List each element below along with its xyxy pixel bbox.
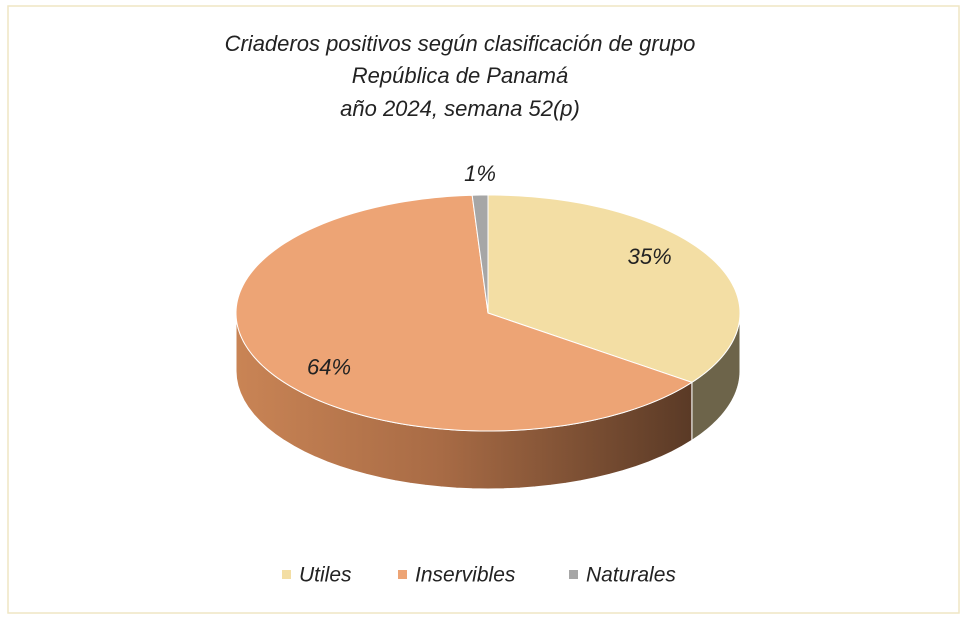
- pie-slice: [235, 194, 694, 432]
- legend-swatch: [398, 570, 407, 579]
- legend-label: Utiles: [299, 564, 352, 587]
- legend-label: Inservibles: [415, 564, 516, 587]
- pie-slice: [487, 194, 741, 383]
- legend-label: Naturales: [586, 564, 676, 587]
- chart-title: Criaderos positivos según clasificación …: [225, 31, 696, 56]
- legend-swatch: [282, 570, 291, 579]
- chart-title: República de Panamá: [352, 63, 568, 88]
- pie-slice: [471, 194, 489, 314]
- chart-title: año 2024, semana 52(p): [340, 96, 580, 121]
- data-label: 35%: [628, 244, 672, 269]
- data-label: 64%: [307, 354, 351, 379]
- data-label: 1%: [464, 161, 496, 186]
- legend-swatch: [569, 570, 578, 579]
